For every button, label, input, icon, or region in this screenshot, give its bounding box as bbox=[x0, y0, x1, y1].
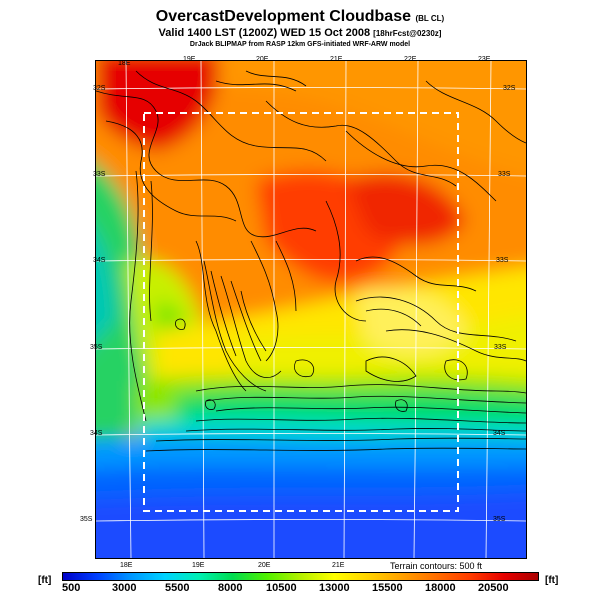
lat-label-right: 33S bbox=[498, 171, 511, 178]
legend-tick: 10500 bbox=[266, 582, 297, 594]
legend-tick: 13000 bbox=[319, 582, 350, 594]
lon-label-top: 19E bbox=[183, 56, 196, 63]
lat-label-left: 35S bbox=[80, 516, 93, 523]
map-title: OvercastDevelopment Cloudbase (BL CL) bbox=[0, 8, 600, 26]
map-title-suffix: (BL CL) bbox=[415, 14, 445, 23]
lat-label-left: 32S bbox=[93, 85, 106, 92]
lon-label-top: 18E bbox=[118, 60, 131, 67]
lon-label-top: 23E bbox=[478, 56, 491, 63]
lat-label-left: 33S bbox=[93, 171, 106, 178]
map-title-text: OvercastDevelopment Cloudbase bbox=[155, 8, 411, 25]
lat-label-left: 35S bbox=[90, 344, 103, 351]
lon-label-top: 20E bbox=[256, 56, 269, 63]
inner-domain-box bbox=[143, 112, 459, 512]
lat-label-right: 34S bbox=[493, 430, 506, 437]
valid-time: Valid 1400 LST (1200Z) WED 15 Oct 2008 [… bbox=[0, 27, 600, 39]
legend-tick: 3000 bbox=[112, 582, 137, 594]
credit-line: DrJack BLIPMAP from RASP 12km GFS-initia… bbox=[189, 41, 411, 48]
legend-unit-left: [ft] bbox=[38, 575, 52, 586]
lon-label-top: 21E bbox=[330, 56, 343, 63]
field-shading bbox=[96, 61, 526, 558]
lat-label-left: 34S bbox=[90, 430, 103, 437]
cloudbase-map bbox=[96, 61, 526, 558]
lat-label-left: 34S bbox=[93, 257, 106, 264]
lon-label-bottom: 21E bbox=[332, 562, 345, 569]
legend-unit-right: [ft] bbox=[545, 575, 559, 586]
terrain-contour-note: Terrain contours: 500 ft bbox=[390, 561, 483, 571]
lat-label-right: 32S bbox=[503, 85, 516, 92]
forecast-info: [18hrFcst@0230z] bbox=[373, 29, 442, 38]
legend-tick: 8000 bbox=[218, 582, 243, 594]
legend-tick: 5500 bbox=[165, 582, 190, 594]
legend-tick: 18000 bbox=[425, 582, 456, 594]
map-frame bbox=[95, 60, 527, 559]
terrain-contours bbox=[96, 70, 526, 452]
lat-label-right: 33S bbox=[496, 257, 509, 264]
legend-tick: 20500 bbox=[478, 582, 509, 594]
lat-label-right: 35S bbox=[493, 516, 506, 523]
valid-time-text: Valid 1400 LST (1200Z) WED 15 Oct 2008 bbox=[158, 27, 371, 39]
legend-tick: 500 bbox=[62, 582, 81, 594]
lat-label-right: 33S bbox=[494, 344, 507, 351]
lon-label-bottom: 20E bbox=[258, 562, 271, 569]
lon-label-bottom: 18E bbox=[120, 562, 133, 569]
color-legend-bar bbox=[62, 572, 539, 581]
graticule bbox=[96, 61, 526, 558]
lon-label-top: 22E bbox=[404, 56, 417, 63]
legend-tick: 15500 bbox=[372, 582, 403, 594]
lon-label-bottom: 19E bbox=[192, 562, 205, 569]
